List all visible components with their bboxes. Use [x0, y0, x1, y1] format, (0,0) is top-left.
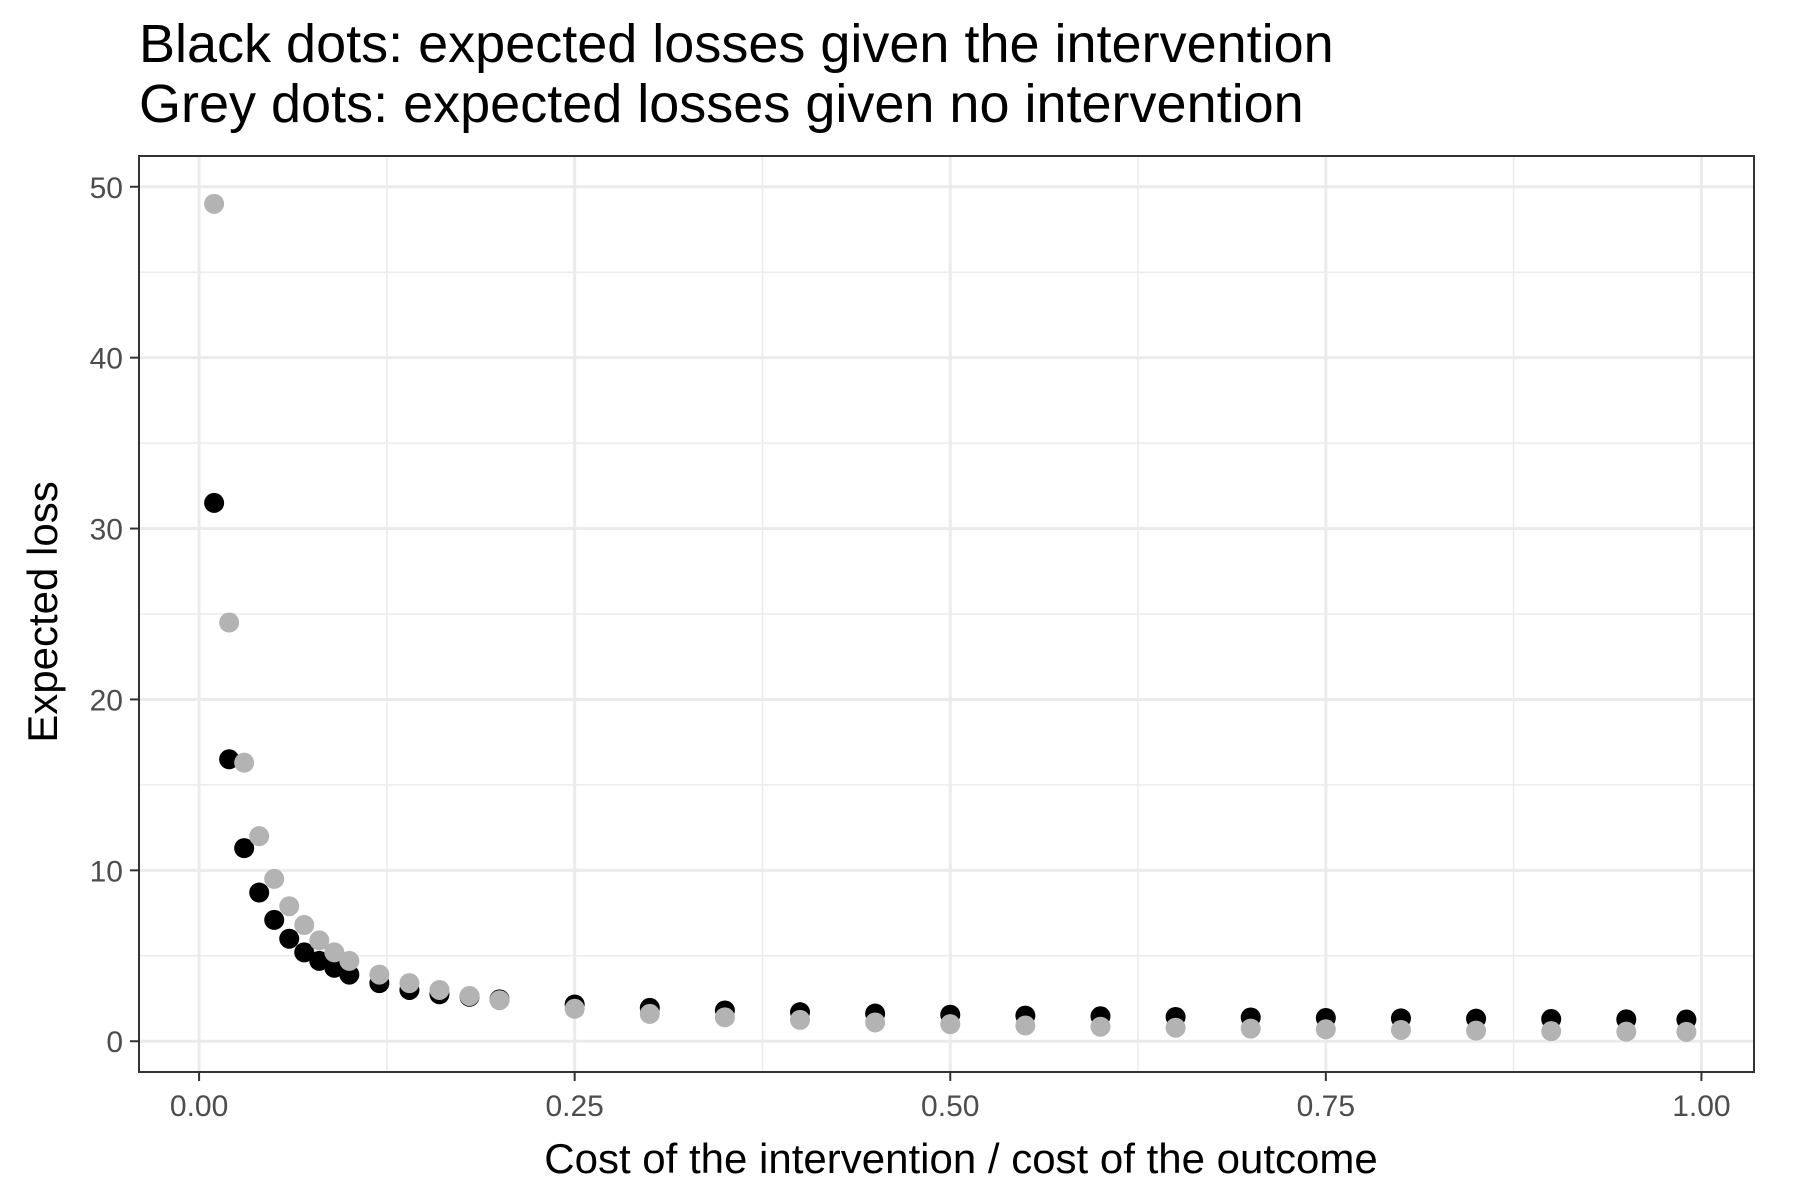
intervention-point [234, 838, 255, 859]
no-intervention-point [1390, 1019, 1411, 1040]
y-tick-label: 10 [90, 855, 123, 888]
x-tick-label: 0.50 [921, 1090, 979, 1123]
no-intervention-point [1015, 1015, 1036, 1036]
series-no-intervention-points [204, 193, 1697, 1042]
chart-title-line-2: Grey dots: expected losses given no inte… [139, 74, 1304, 134]
no-intervention-point [264, 868, 285, 889]
intervention-point [309, 950, 330, 971]
x-axis-title: Cost of the intervention / cost of the o… [544, 1135, 1377, 1182]
no-intervention-point [429, 979, 450, 1000]
no-intervention-point [1240, 1018, 1261, 1039]
axis-ticks: 0.00 0.25 0.50 0.75 1.00 0 10 20 30 40 50 [90, 172, 1731, 1123]
no-intervention-point [294, 915, 315, 936]
intervention-point [219, 749, 240, 770]
no-intervention-point [219, 612, 240, 633]
no-intervention-point [324, 942, 345, 963]
y-tick-label: 40 [90, 343, 123, 376]
intervention-point [249, 882, 270, 903]
x-tick-label: 0.25 [545, 1090, 603, 1123]
no-intervention-point [1616, 1021, 1637, 1042]
x-tick-label: 0.75 [1297, 1090, 1355, 1123]
no-intervention-point [714, 1007, 735, 1028]
intervention-point [204, 492, 225, 513]
no-intervention-point [1466, 1020, 1487, 1041]
no-intervention-point [279, 896, 300, 917]
no-intervention-point [865, 1012, 886, 1033]
grid-lines [139, 156, 1754, 1072]
no-intervention-point [1541, 1021, 1562, 1042]
no-intervention-point [639, 1003, 660, 1024]
intervention-point [294, 942, 315, 963]
no-intervention-point [204, 193, 225, 214]
no-intervention-point [369, 964, 390, 985]
intervention-point [279, 928, 300, 949]
no-intervention-point [1090, 1016, 1111, 1037]
panel-border [138, 155, 1755, 1073]
intervention-point [324, 957, 345, 978]
y-tick-label: 0 [106, 1026, 123, 1059]
no-intervention-point [459, 985, 480, 1006]
no-intervention-point [309, 930, 330, 951]
panel-frame [138, 155, 1755, 1073]
data-points [204, 193, 1697, 1042]
no-intervention-point [234, 752, 255, 773]
no-intervention-point [940, 1014, 961, 1035]
x-tick-label: 1.00 [1672, 1090, 1730, 1123]
no-intervention-point [564, 998, 585, 1019]
intervention-point [339, 964, 360, 985]
y-axis-title: Expected loss [19, 481, 66, 742]
x-tick-label: 0.00 [170, 1090, 228, 1123]
no-intervention-point [399, 973, 420, 994]
no-intervention-point [1676, 1021, 1697, 1042]
intervention-point [264, 909, 285, 930]
y-tick-label: 50 [90, 172, 123, 205]
chart-title-line-1: Black dots: expected losses given the in… [139, 14, 1334, 74]
no-intervention-point [1165, 1017, 1186, 1038]
y-tick-label: 30 [90, 514, 123, 547]
no-intervention-point [339, 950, 360, 971]
no-intervention-point [1315, 1019, 1336, 1040]
y-tick-label: 20 [90, 684, 123, 717]
no-intervention-point [489, 990, 510, 1011]
no-intervention-point [790, 1009, 811, 1030]
no-intervention-point [249, 826, 270, 847]
